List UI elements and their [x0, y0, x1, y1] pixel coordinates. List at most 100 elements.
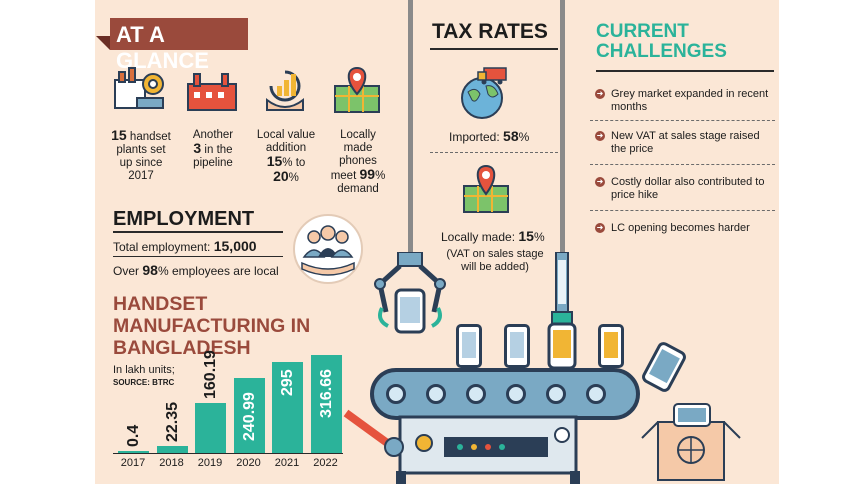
employment-local: Over 98% employees are local: [113, 262, 279, 278]
manufacturing-title-l2: MANUFACTURING IN: [113, 315, 311, 337]
stat-plants-l2: plants set: [116, 144, 166, 156]
challenge-divider: [590, 164, 775, 165]
robot-claw-icon: [374, 252, 446, 334]
bar-2019: [195, 403, 226, 453]
injector-arm-icon: [547, 252, 577, 370]
tax-local: Locally made: 15%: [441, 228, 545, 244]
bullet-icon: ➜: [595, 177, 605, 187]
stat-plants-l3: up since: [119, 157, 163, 169]
bullet-icon: ➜: [595, 89, 605, 99]
tax-imported-pct: %: [518, 130, 530, 144]
bar-2020: [233, 378, 265, 453]
employment-divider: [113, 256, 283, 257]
challenge-2-l1: New VAT at sales stage raised: [611, 130, 760, 142]
roller-icon: [506, 384, 526, 404]
challenge-1-l2: months: [611, 101, 648, 113]
stat-plants: 15 handset plants set up since 2017: [108, 127, 174, 183]
manufacturing-title-l3: BANGLADESH: [113, 337, 251, 359]
stat-ld-pct: %: [375, 170, 386, 182]
bar-value-label: 22.35: [163, 402, 181, 443]
factory-pipeline-icon: [187, 73, 237, 111]
tax-note-l1: (VAT on sales stage: [446, 248, 544, 260]
stat-va-l1: Local value: [256, 129, 316, 141]
stat-plants-l1: handset: [129, 131, 171, 143]
phone-icon: [504, 324, 530, 368]
bar-value-label: 240.99: [240, 392, 258, 442]
tax-rates-underline: [430, 48, 558, 50]
stat-pipeline-l3: pipeline: [193, 157, 233, 169]
employment-total-value: 15,000: [213, 238, 257, 254]
roller-icon: [586, 384, 606, 404]
year-label: 2018: [159, 457, 184, 469]
roller-icon: [466, 384, 486, 404]
employment-total-label: Total employment:: [113, 240, 211, 254]
stat-va-to: to: [295, 157, 306, 169]
tax-divider: [430, 152, 558, 153]
bar-2021: [272, 361, 303, 453]
challenge-1-l1: Grey market expanded in recent: [611, 88, 769, 100]
bar-2018: [156, 446, 188, 453]
tax-note: (VAT on sales stage will be added): [445, 248, 545, 274]
at-a-glance-banner: AT A GLANCE: [96, 18, 248, 73]
stat-plants-value: 15: [111, 127, 127, 143]
stat-va-l2: addition: [265, 142, 307, 154]
tax-imported-label: Imported:: [449, 130, 500, 144]
stat-va-pa: %: [282, 157, 293, 169]
stat-ld-l2: made: [343, 142, 373, 154]
stat-pipeline: Another 3 in the pipeline: [185, 129, 241, 170]
challenge-3-l1: Costly dollar also contributed to: [611, 176, 765, 188]
year-label: 2017: [120, 457, 146, 469]
tax-note-l2: will be added): [461, 261, 529, 273]
manufacturing-source: SOURCE: BTRC: [113, 378, 175, 387]
factory-icon: [114, 67, 164, 109]
challenges-title: CURRENT CHALLENGES: [596, 22, 727, 62]
stat-local-demand: Locally made phones meet 99% demand: [326, 129, 390, 196]
year-label: 2019: [197, 457, 223, 469]
roller-icon: [426, 384, 446, 404]
challenge-3-l2: price hike: [611, 189, 659, 201]
challenge-divider: [590, 120, 775, 121]
tax-local-pct: %: [533, 230, 545, 244]
stat-ld-l5: demand: [337, 183, 379, 195]
stat-value-addition: Local value addition 15% to 20%: [254, 129, 318, 185]
challenges-title-l1: CURRENT: [596, 21, 689, 42]
year-label: 2020: [236, 457, 261, 469]
tax-imported-value: 58: [503, 128, 519, 144]
stat-ld-value: 99: [359, 166, 376, 182]
globe-truck-icon: [461, 67, 507, 119]
stat-va-b: 20: [273, 168, 289, 184]
stat-va-pb: %: [288, 172, 299, 184]
challenge-divider: [590, 210, 775, 211]
challenge-4-l1: LC opening becomes harder: [611, 222, 750, 234]
bullet-icon: ➜: [595, 223, 605, 233]
manufacturing-unit: In lakh units;: [113, 364, 175, 376]
map-pin-icon: [334, 66, 380, 113]
chart-baseline: [113, 453, 343, 454]
phone-icon: [456, 324, 482, 368]
workers-hand-icon: [293, 214, 363, 284]
stat-pipeline-value: 3: [193, 140, 202, 156]
employment-over-suffix: % employees are local: [157, 264, 279, 278]
machine-base-icon: [343, 409, 580, 484]
bar-2022: [310, 355, 342, 453]
challenge-2-l2: the price: [611, 143, 654, 155]
robot-arm-rod: [560, 0, 565, 300]
bar-2017: [118, 451, 149, 453]
phone-falling-icon: [642, 342, 686, 392]
left-margin: [0, 0, 95, 484]
tax-local-label: Locally made:: [441, 230, 516, 244]
year-label: 2022: [313, 457, 338, 469]
year-label: 2021: [274, 457, 300, 469]
bar-value-label: 316.66: [317, 369, 335, 418]
tax-rates-title: TAX RATES: [432, 20, 548, 43]
bar-value-label: 160.19: [202, 350, 219, 400]
shipping-box-icon: [641, 403, 741, 481]
employment-total: Total employment: 15,000: [113, 238, 257, 254]
tax-imported: Imported: 58%: [449, 128, 529, 144]
employment-over-value: 98: [142, 262, 158, 278]
employment-over-label: Over: [113, 264, 140, 278]
map-pin-icon-tax: [463, 164, 509, 213]
stat-plants-l4: 2017: [128, 170, 154, 182]
right-margin: [779, 0, 859, 484]
